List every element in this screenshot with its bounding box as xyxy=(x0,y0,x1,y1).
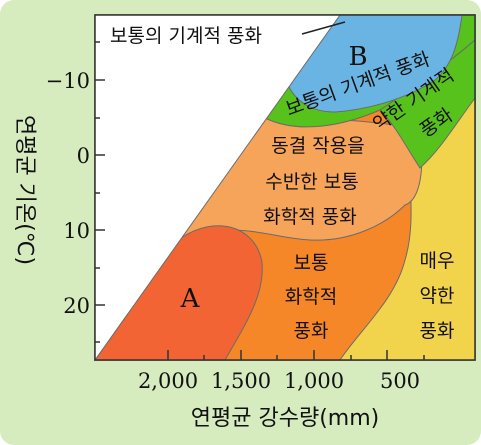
region-frost-chemical-weathering xyxy=(179,117,423,241)
normal-chemical-label-2: 화학적 xyxy=(285,286,337,308)
normal-chemical-label-3: 풍화 xyxy=(294,320,329,342)
normal-chemical-label-1: 보통 xyxy=(294,252,329,274)
frost-chemical-label-2: 수반한 보통 xyxy=(265,171,358,193)
very-weak-label-2: 약한 xyxy=(420,285,455,307)
frost-chemical-label-3: 화학적 풍화 xyxy=(263,206,356,228)
y-axis-title: 연평균 기온(℃) xyxy=(12,115,37,265)
x-tick-label: 1,000 xyxy=(284,369,344,393)
y-tick-label: 10 xyxy=(63,219,90,243)
region-b xyxy=(287,14,463,113)
y-tick-label: 20 xyxy=(63,294,90,318)
leader-line xyxy=(301,21,346,35)
x-tick-label: 500 xyxy=(380,369,420,393)
region-a xyxy=(94,225,263,361)
y-ticks xyxy=(95,41,105,343)
y-tick-label: 0 xyxy=(77,144,90,168)
very-weak-label-3: 풍화 xyxy=(420,320,455,342)
region-b-label: B xyxy=(348,42,367,72)
region-a-label: A xyxy=(180,284,201,314)
x-axis-title: 연평균 강수량(mm) xyxy=(191,406,379,431)
x-ticks xyxy=(167,350,425,360)
very-weak-label-1: 매우 xyxy=(420,250,455,272)
y-tick-label: −10 xyxy=(46,69,90,93)
plot-border xyxy=(94,14,476,361)
x-tick-label: 1,500 xyxy=(211,369,271,393)
frost-chemical-label-1: 동결 작용을 xyxy=(271,135,364,157)
x-tick-label: 2,000 xyxy=(138,369,198,393)
normal-mechanical-leader-label: 보통의 기계적 풍화 xyxy=(110,25,262,47)
